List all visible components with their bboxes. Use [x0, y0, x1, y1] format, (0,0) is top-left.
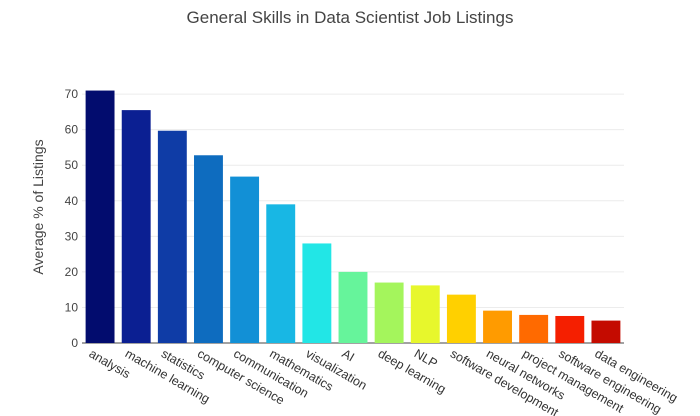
bars [85, 90, 621, 343]
bar [519, 314, 549, 343]
bar [483, 310, 512, 343]
x-tick-label: AI [340, 346, 357, 364]
bar [194, 155, 223, 343]
y-tick-label: 40 [65, 194, 79, 208]
y-axis-title: Average % of Listings [30, 139, 46, 274]
bar [338, 271, 368, 343]
bar [410, 285, 440, 343]
bar [555, 315, 585, 343]
bar [302, 243, 332, 343]
bar [121, 110, 151, 343]
x-tick-label: deep learning [376, 346, 449, 396]
y-tick-label: 70 [65, 87, 79, 101]
y-tick-label: 10 [65, 300, 79, 314]
y-tick-label: 0 [71, 336, 78, 350]
chart-title: General Skills in Data Scientist Job Lis… [186, 8, 514, 27]
y-tick-label: 20 [65, 265, 79, 279]
bar [374, 282, 404, 343]
bar [157, 130, 187, 343]
bar [266, 204, 296, 343]
y-tick-label: 50 [65, 158, 79, 172]
bar [591, 320, 621, 343]
y-axis-ticks: 0 10 20 30 40 50 60 70 [65, 87, 79, 350]
y-tick-label: 30 [65, 229, 79, 243]
bar [446, 294, 476, 343]
bar [85, 90, 115, 343]
bar [230, 176, 260, 343]
y-tick-label: 60 [65, 123, 79, 137]
